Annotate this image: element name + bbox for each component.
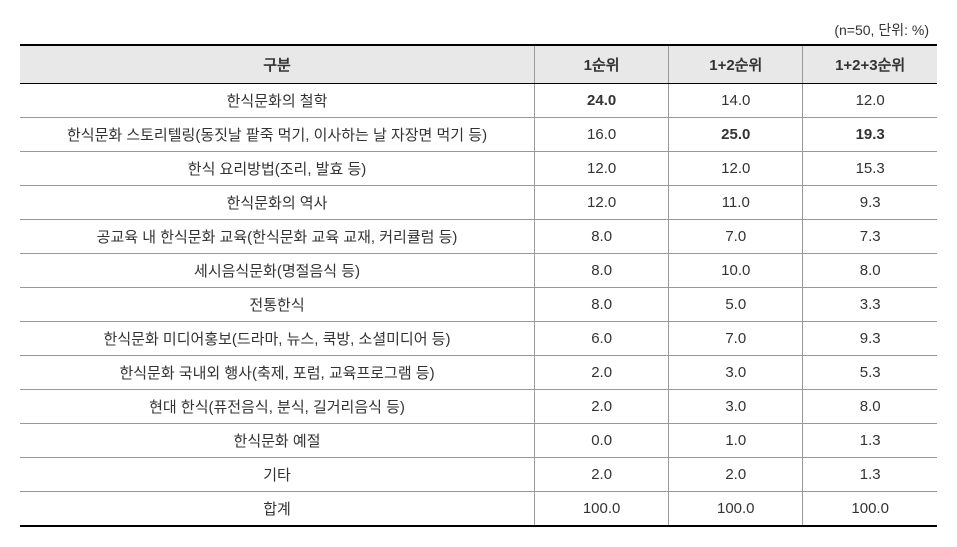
row-value: 2.0 xyxy=(535,458,669,492)
table-row: 한식 요리방법(조리, 발효 등)12.012.015.3 xyxy=(20,152,937,186)
row-label: 한식문화의 역사 xyxy=(20,186,535,220)
row-value: 14.0 xyxy=(669,84,803,118)
row-value: 100.0 xyxy=(535,492,669,527)
row-value: 9.3 xyxy=(803,322,937,356)
row-value: 100.0 xyxy=(669,492,803,527)
row-value: 9.3 xyxy=(803,186,937,220)
col-header-rank12: 1+2순위 xyxy=(669,45,803,84)
col-header-rank1: 1순위 xyxy=(535,45,669,84)
row-value: 8.0 xyxy=(535,220,669,254)
row-value: 100.0 xyxy=(803,492,937,527)
row-label: 한식문화 미디어홍보(드라마, 뉴스, 쿡방, 소셜미디어 등) xyxy=(20,322,535,356)
row-value: 8.0 xyxy=(535,288,669,322)
row-label: 한식문화 스토리텔링(동짓날 팥죽 먹기, 이사하는 날 자장면 먹기 등) xyxy=(20,118,535,152)
row-value: 7.3 xyxy=(803,220,937,254)
row-value: 0.0 xyxy=(535,424,669,458)
table-row: 세시음식문화(명절음식 등)8.010.08.0 xyxy=(20,254,937,288)
table-row: 한식문화 국내외 행사(축제, 포럼, 교육프로그램 등)2.03.05.3 xyxy=(20,356,937,390)
table-row: 현대 한식(퓨전음식, 분식, 길거리음식 등)2.03.08.0 xyxy=(20,390,937,424)
row-value: 7.0 xyxy=(669,220,803,254)
row-label: 합계 xyxy=(20,492,535,527)
row-value: 6.0 xyxy=(535,322,669,356)
row-value: 1.3 xyxy=(803,424,937,458)
row-value: 8.0 xyxy=(803,254,937,288)
table-row: 한식문화 예절0.01.01.3 xyxy=(20,424,937,458)
row-value: 16.0 xyxy=(535,118,669,152)
table-row: 한식문화 미디어홍보(드라마, 뉴스, 쿡방, 소셜미디어 등)6.07.09.… xyxy=(20,322,937,356)
row-value: 5.0 xyxy=(669,288,803,322)
row-label: 기타 xyxy=(20,458,535,492)
row-value: 8.0 xyxy=(803,390,937,424)
col-header-category: 구분 xyxy=(20,45,535,84)
row-value: 3.0 xyxy=(669,356,803,390)
row-value: 10.0 xyxy=(669,254,803,288)
table-row: 기타2.02.01.3 xyxy=(20,458,937,492)
table-caption: (n=50, 단위: %) xyxy=(20,20,937,40)
table-row: 한식문화 스토리텔링(동짓날 팥죽 먹기, 이사하는 날 자장면 먹기 등)16… xyxy=(20,118,937,152)
data-table: 구분 1순위 1+2순위 1+2+3순위 한식문화의 철학24.014.012.… xyxy=(20,44,937,527)
table-row: 한식문화의 철학24.014.012.0 xyxy=(20,84,937,118)
row-label: 한식문화 국내외 행사(축제, 포럼, 교육프로그램 등) xyxy=(20,356,535,390)
row-label: 전통한식 xyxy=(20,288,535,322)
row-value: 3.0 xyxy=(669,390,803,424)
row-label: 현대 한식(퓨전음식, 분식, 길거리음식 등) xyxy=(20,390,535,424)
row-value: 3.3 xyxy=(803,288,937,322)
row-value: 2.0 xyxy=(535,356,669,390)
row-value: 12.0 xyxy=(535,152,669,186)
row-label: 세시음식문화(명절음식 등) xyxy=(20,254,535,288)
header-row: 구분 1순위 1+2순위 1+2+3순위 xyxy=(20,45,937,84)
table-row: 공교육 내 한식문화 교육(한식문화 교육 교재, 커리큘럼 등)8.07.07… xyxy=(20,220,937,254)
row-label: 한식문화의 철학 xyxy=(20,84,535,118)
row-value: 12.0 xyxy=(535,186,669,220)
row-label: 공교육 내 한식문화 교육(한식문화 교육 교재, 커리큘럼 등) xyxy=(20,220,535,254)
row-value: 1.0 xyxy=(669,424,803,458)
table-body: 한식문화의 철학24.014.012.0한식문화 스토리텔링(동짓날 팥죽 먹기… xyxy=(20,84,937,527)
row-value: 15.3 xyxy=(803,152,937,186)
row-value: 2.0 xyxy=(669,458,803,492)
row-value: 24.0 xyxy=(535,84,669,118)
row-value: 12.0 xyxy=(669,152,803,186)
row-label: 한식 요리방법(조리, 발효 등) xyxy=(20,152,535,186)
row-value: 2.0 xyxy=(535,390,669,424)
col-header-rank123: 1+2+3순위 xyxy=(803,45,937,84)
row-value: 7.0 xyxy=(669,322,803,356)
row-value: 8.0 xyxy=(535,254,669,288)
row-value: 12.0 xyxy=(803,84,937,118)
row-value: 5.3 xyxy=(803,356,937,390)
table-row: 전통한식8.05.03.3 xyxy=(20,288,937,322)
row-value: 1.3 xyxy=(803,458,937,492)
row-value: 11.0 xyxy=(669,186,803,220)
row-value: 19.3 xyxy=(803,118,937,152)
table-row: 한식문화의 역사12.011.09.3 xyxy=(20,186,937,220)
table-row: 합계100.0100.0100.0 xyxy=(20,492,937,527)
row-label: 한식문화 예절 xyxy=(20,424,535,458)
row-value: 25.0 xyxy=(669,118,803,152)
